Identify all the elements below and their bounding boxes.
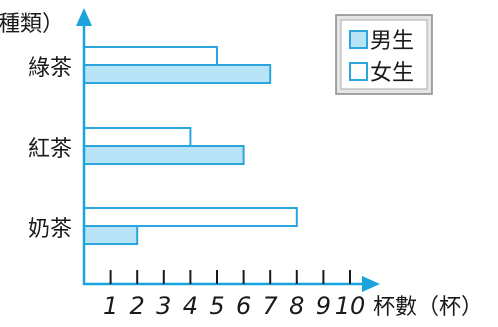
x-tick-label: 4 bbox=[183, 292, 198, 320]
legend-swatch-female bbox=[349, 62, 368, 81]
category-label: 綠茶 bbox=[28, 56, 72, 81]
legend: 男生 女生 bbox=[335, 14, 433, 95]
category-label: 奶茶 bbox=[28, 217, 72, 242]
bar-male-1 bbox=[83, 145, 245, 165]
bar-female-0 bbox=[83, 46, 218, 66]
x-tick-labels: 1 2 3 4 5 6 7 8 9 10 bbox=[103, 292, 365, 320]
bar-female-2 bbox=[83, 207, 298, 227]
x-tick-label: 10 bbox=[335, 292, 366, 320]
x-axis-arrow bbox=[362, 276, 380, 292]
x-tick-label: 8 bbox=[289, 292, 304, 320]
x-ticks bbox=[109, 270, 351, 284]
x-tick-label: 2 bbox=[130, 292, 145, 320]
y-axis-arrow bbox=[76, 8, 92, 26]
bars bbox=[83, 46, 298, 245]
x-tick-label: 5 bbox=[209, 292, 224, 320]
x-tick-label: 7 bbox=[263, 292, 279, 320]
bar-male-2 bbox=[83, 225, 139, 245]
bar-female-1 bbox=[83, 127, 192, 147]
legend-label-male: 男生 bbox=[370, 29, 414, 54]
x-tick-label: 1 bbox=[103, 292, 118, 320]
legend-swatch-male bbox=[349, 30, 368, 49]
x-axis-title: 杯數（杯） bbox=[373, 295, 483, 320]
x-tick-label: 3 bbox=[156, 292, 171, 320]
legend-label-female: 女生 bbox=[370, 61, 414, 86]
y-axis-title: 種類） bbox=[0, 12, 64, 37]
x-tick-label: 6 bbox=[236, 292, 251, 320]
category-label: 紅茶 bbox=[28, 137, 72, 162]
bar-male-0 bbox=[83, 64, 272, 84]
x-tick-label: 9 bbox=[316, 292, 331, 320]
